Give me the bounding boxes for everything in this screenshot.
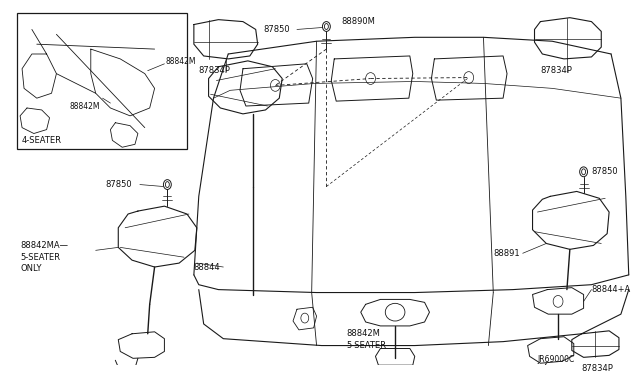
Text: 87834P: 87834P [199, 66, 230, 75]
Text: 87834P: 87834P [540, 66, 572, 75]
Text: 5-SEATER: 5-SEATER [346, 341, 386, 350]
Text: 4-SEATER: 4-SEATER [22, 136, 62, 145]
Text: 87834P: 87834P [582, 364, 614, 372]
Text: 88842MA—: 88842MA— [20, 241, 68, 250]
Text: 88842M: 88842M [165, 57, 196, 66]
Text: 88842M: 88842M [346, 329, 380, 338]
Text: 87850: 87850 [106, 180, 132, 189]
Text: 88844+A: 88844+A [591, 285, 630, 294]
Text: 87850: 87850 [264, 25, 290, 34]
Text: 88842M: 88842M [69, 102, 100, 110]
Text: 88891: 88891 [493, 249, 520, 258]
Text: 5-SEATER: 5-SEATER [20, 253, 60, 262]
Text: 88890M: 88890M [341, 17, 375, 26]
Text: 87850: 87850 [591, 167, 618, 176]
Text: 88844: 88844 [194, 263, 221, 272]
Text: ONLY: ONLY [20, 264, 42, 273]
Bar [17, 13, 187, 149]
Text: JR69000C: JR69000C [538, 355, 575, 364]
